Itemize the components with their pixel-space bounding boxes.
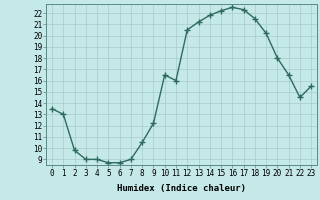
X-axis label: Humidex (Indice chaleur): Humidex (Indice chaleur) <box>117 184 246 193</box>
